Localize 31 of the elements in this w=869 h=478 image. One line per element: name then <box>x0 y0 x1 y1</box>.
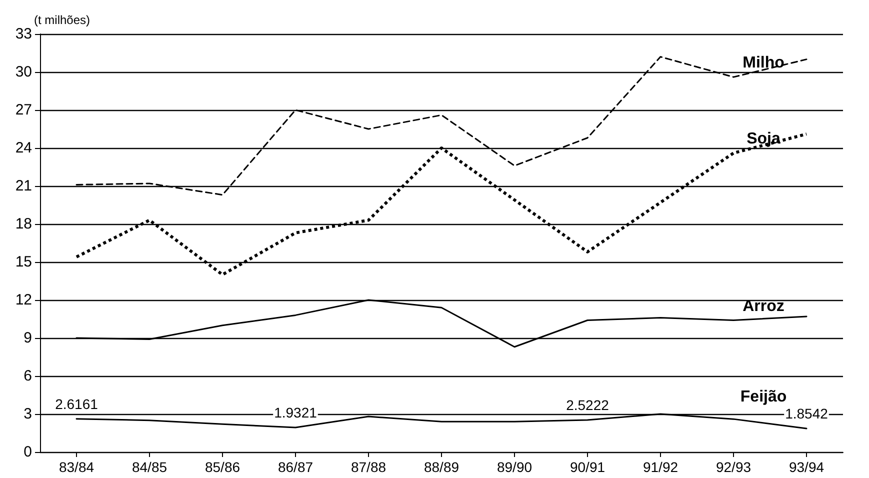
data-label: 1.9321 <box>274 404 318 421</box>
y-tick-label: 6 <box>24 368 32 384</box>
data-label: 2.5222 <box>566 397 610 414</box>
x-tick-label: 90/91 <box>570 459 606 475</box>
y-tick-label: 3 <box>24 406 32 422</box>
y-tick-label: 12 <box>15 292 32 308</box>
series-label: Feijão <box>740 388 787 406</box>
x-tick-label: 92/93 <box>716 459 752 475</box>
x-tick-label: 84/85 <box>132 459 168 475</box>
y-tick-label: 15 <box>15 254 32 270</box>
x-tick-label: 86/87 <box>278 459 314 475</box>
x-tick-label: 93/94 <box>788 459 824 475</box>
series-label: Milho <box>742 54 785 72</box>
x-tick-label: 83/84 <box>58 459 94 475</box>
y-tick-label: 30 <box>15 64 32 80</box>
data-label: 2.6161 <box>55 396 98 412</box>
y-axis-title: (t milhões) <box>34 13 90 27</box>
y-tick-label: 27 <box>15 102 32 118</box>
x-tick-label: 87/88 <box>350 459 386 475</box>
data-label: 1.8542 <box>785 406 828 422</box>
y-tick-label: 21 <box>15 178 32 194</box>
series-label: Arroz <box>742 298 784 315</box>
y-tick-label: 33 <box>15 26 32 42</box>
x-tick-label: 88/89 <box>424 459 460 475</box>
x-tick-label: 89/90 <box>496 459 532 475</box>
y-tick-label: 0 <box>24 444 32 460</box>
x-tick-label: 91/92 <box>642 459 678 475</box>
y-tick-label: 9 <box>24 330 32 346</box>
x-tick-label: 85/86 <box>204 459 240 475</box>
y-tick-label: 24 <box>15 140 32 156</box>
y-tick-label: 18 <box>15 216 32 232</box>
